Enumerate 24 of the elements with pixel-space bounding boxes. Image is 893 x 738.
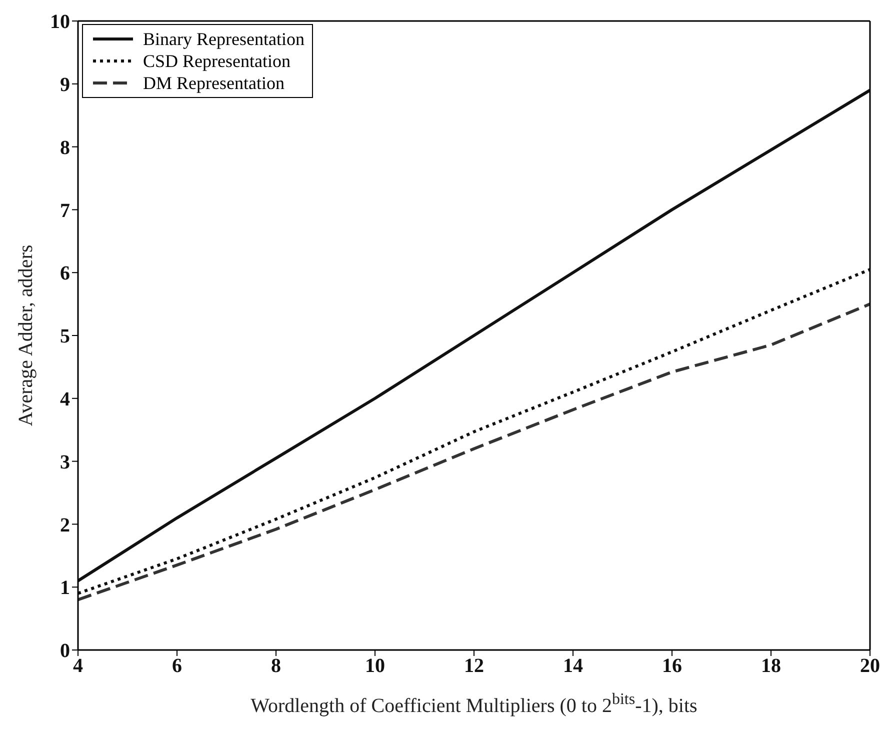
x-tick-label: 16 [662,655,682,678]
x-tick-label: 18 [761,655,781,678]
x-tick-label: 10 [365,655,385,678]
x-tick-label: 20 [860,655,880,678]
y-tick-label: 10 [50,11,70,34]
x-tick-label: 6 [172,655,182,678]
y-tick-label: 5 [60,326,70,348]
y-tick-label: 7 [60,200,70,222]
y-axis-title: Average Adder, adders [15,244,37,426]
y-tick-label: 1 [60,577,70,600]
y-tick-label: 9 [60,74,70,96]
x-tick-label: 8 [271,655,281,678]
legend-label: CSD Representation [143,50,290,72]
x-tick-label: 14 [563,655,583,678]
x-tick-label: 12 [464,655,484,678]
legend-label: DM Representation [143,72,284,94]
y-tick-label: 0 [60,640,70,662]
y-tick-label: 6 [60,262,70,285]
y-tick-label: 3 [60,451,70,474]
x-axis-title: Wordlength of Coefficient Multipliers (0 to 2$^{bits}$-1), bits [250,690,698,717]
legend-label: Binary Representation [143,28,304,50]
y-tick-label: 2 [60,514,70,536]
y-tick-label: 4 [60,388,70,410]
y-tick-label: 8 [60,136,70,159]
